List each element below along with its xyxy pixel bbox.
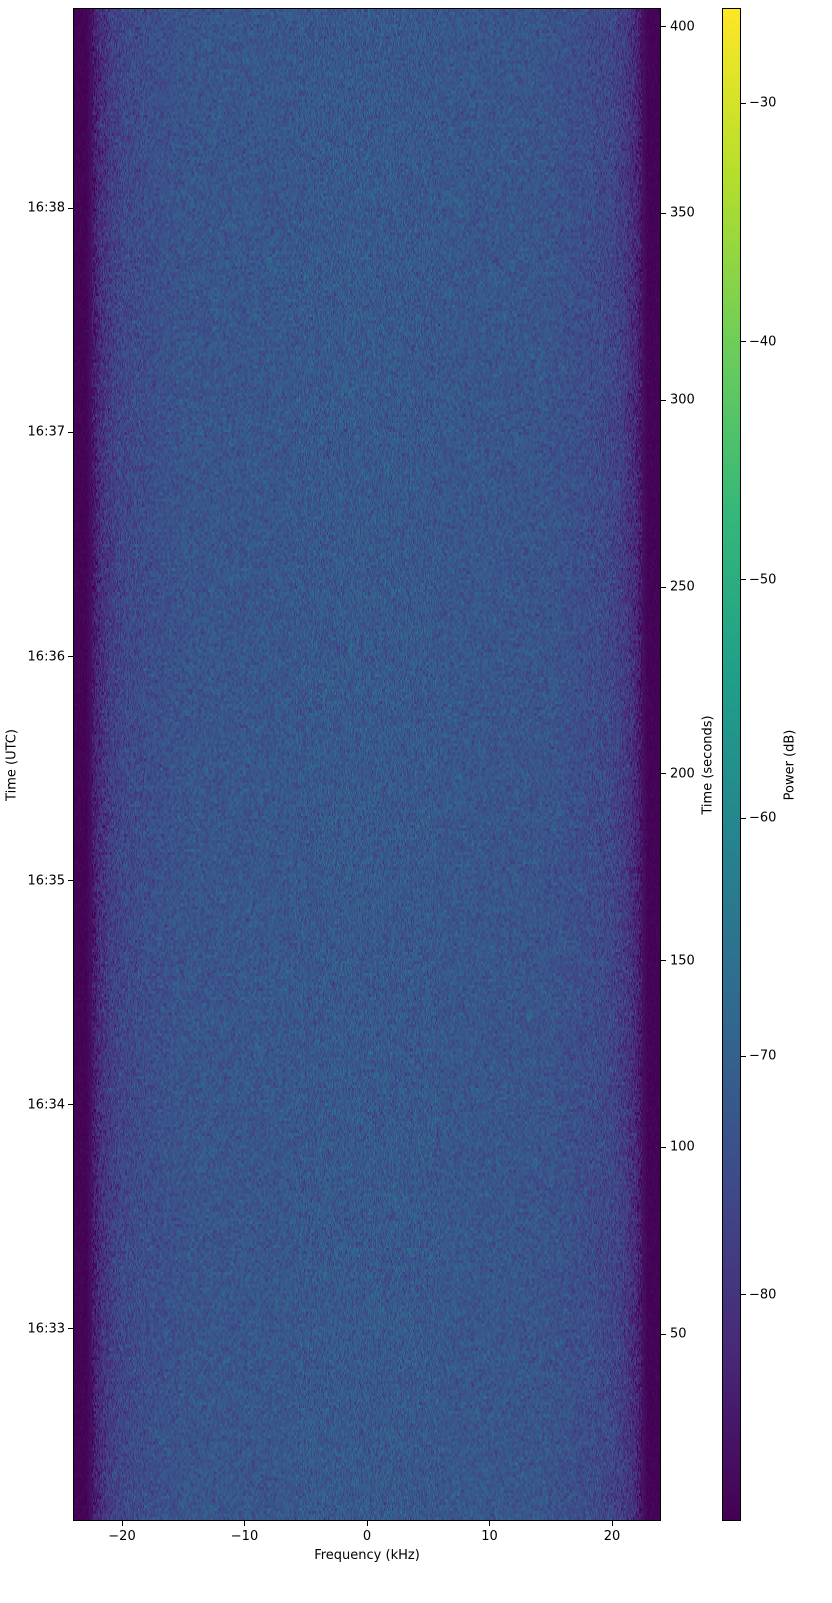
colorbar-tick-label: −80 [749,1287,777,1303]
colorbar [722,8,741,1521]
left-y-tick [68,880,73,882]
left-y-tick-label: 16:35 [27,873,65,889]
colorbar-tick-label: −40 [749,334,777,350]
x-tick-label: −10 [230,1529,259,1544]
right-y-tick [661,1333,666,1335]
right-y-axis-label: Time (seconds) [700,715,716,815]
right-y-tick-label: 50 [670,1326,687,1342]
left-y-tick [68,1328,73,1330]
left-y-tick-label: 16:37 [27,424,65,440]
x-tick [121,1521,123,1526]
x-tick [244,1521,245,1526]
right-y-tick [661,960,666,962]
colorbar-tick-label: −60 [749,810,777,826]
colorbar-tick-label: −30 [749,95,777,111]
right-y-tick-label: 350 [670,205,695,221]
right-y-tick [661,586,666,588]
x-tick-label: 10 [481,1529,498,1544]
colorbar-tick [741,341,746,343]
left-y-tick-label: 16:38 [27,200,65,216]
x-tick-label: 20 [603,1529,621,1544]
left-y-tick [68,1104,73,1106]
right-y-tick-label: 150 [670,953,695,969]
left-y-tick-label: 16:33 [27,1321,65,1337]
x-axis-label: Frequency (kHz) [314,1548,420,1563]
left-y-tick-label: 16:34 [27,1097,65,1113]
x-tick-label: 0 [362,1529,372,1544]
x-tick-label: −20 [108,1529,136,1544]
right-y-tick-label: 250 [670,579,695,595]
right-y-tick [661,1146,666,1148]
right-y-tick [661,26,666,28]
spectrogram-plot [73,8,661,1521]
colorbar-tick [741,1055,746,1057]
left-y-tick [68,656,73,658]
right-y-tick [661,399,666,401]
right-y-tick-label: 100 [670,1139,695,1155]
left-y-tick [68,207,73,209]
x-tick [366,1521,368,1526]
x-tick [611,1521,613,1526]
spectrogram-heatmap [74,9,660,1520]
colorbar-tick [741,102,746,104]
colorbar-tick-label: −50 [749,572,777,588]
left-y-tick-label: 16:36 [27,649,65,665]
right-y-tick-label: 200 [670,766,695,782]
colorbar-tick [741,579,746,581]
left-y-axis-label: Time (UTC) [4,729,20,801]
colorbar-tick [741,1294,746,1296]
right-y-tick-label: 400 [670,19,695,35]
right-y-tick [661,773,666,775]
colorbar-tick [741,817,746,819]
right-y-tick-label: 300 [670,392,695,408]
right-y-tick [661,212,666,214]
x-tick [489,1521,490,1526]
colorbar-tick-label: −70 [749,1048,777,1064]
colorbar-label: Power (dB) [782,729,798,801]
left-y-tick [68,431,73,433]
